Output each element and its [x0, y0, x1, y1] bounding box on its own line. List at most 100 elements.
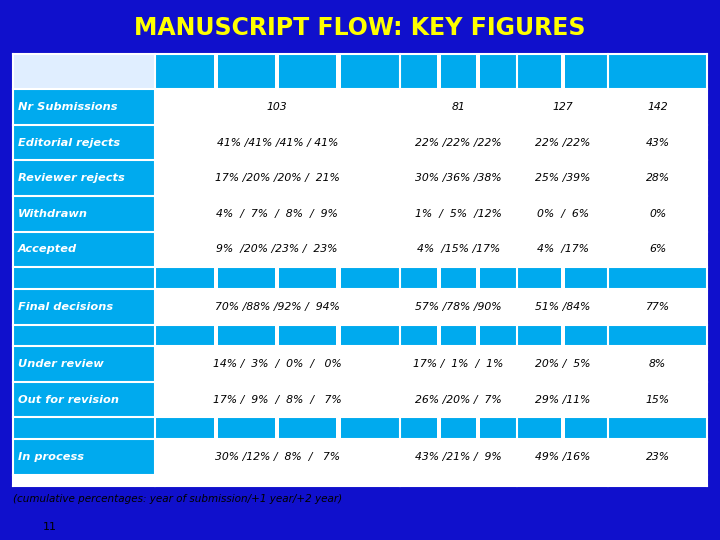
Bar	[275, 267, 279, 289]
Bar	[517, 346, 608, 382]
Bar	[436, 232, 441, 267]
Bar	[476, 125, 480, 160]
Bar	[275, 89, 279, 125]
Bar	[560, 417, 565, 439]
Bar	[336, 89, 341, 125]
Bar	[560, 382, 565, 417]
Text: 49% /16%: 49% /16%	[535, 452, 590, 462]
Bar	[608, 196, 707, 232]
Bar	[275, 325, 279, 346]
Bar	[560, 54, 565, 89]
Bar	[436, 54, 441, 89]
Bar	[214, 346, 218, 382]
Text: 8%: 8%	[649, 359, 666, 369]
Bar	[336, 439, 341, 475]
Bar	[517, 89, 608, 125]
Bar	[336, 417, 341, 439]
Bar	[400, 196, 517, 232]
Bar	[155, 439, 400, 475]
Bar	[214, 289, 218, 325]
Bar	[436, 160, 441, 196]
Bar	[155, 196, 400, 232]
Bar	[214, 125, 218, 160]
Bar	[436, 417, 441, 439]
Bar	[214, 160, 218, 196]
Bar	[336, 267, 341, 289]
Bar	[214, 89, 218, 125]
Text: 127: 127	[552, 102, 573, 112]
Bar	[13, 346, 155, 382]
Text: Out for revision: Out for revision	[18, 395, 119, 404]
Bar	[13, 54, 707, 486]
Bar	[336, 54, 341, 89]
Text: 29% /11%: 29% /11%	[535, 395, 590, 404]
Bar	[400, 289, 517, 325]
Text: Withdrawn: Withdrawn	[18, 209, 88, 219]
Bar	[13, 232, 155, 267]
Bar	[13, 325, 707, 346]
Bar	[13, 196, 155, 232]
Text: 4%  /15% /17%: 4% /15% /17%	[417, 245, 500, 254]
Text: 28%: 28%	[646, 173, 670, 183]
Text: Accepted: Accepted	[18, 245, 77, 254]
Text: 142: 142	[647, 102, 668, 112]
Bar	[608, 439, 707, 475]
Bar	[275, 346, 279, 382]
Bar	[13, 289, 155, 325]
Bar	[436, 289, 441, 325]
Bar	[214, 439, 218, 475]
Bar	[400, 89, 517, 125]
Bar	[155, 346, 400, 382]
Bar	[13, 417, 707, 439]
Bar	[13, 267, 707, 289]
Text: 15%: 15%	[646, 395, 670, 404]
Text: 22% /22% /22%: 22% /22% /22%	[415, 138, 502, 147]
Text: 20% /  5%: 20% / 5%	[535, 359, 590, 369]
Bar	[560, 89, 565, 125]
Bar	[436, 196, 441, 232]
Text: 30% /12% /  8%  /   7%: 30% /12% / 8% / 7%	[215, 452, 340, 462]
Bar	[275, 232, 279, 267]
Bar	[517, 289, 608, 325]
Text: 1%  /  5%  /12%: 1% / 5% /12%	[415, 209, 502, 219]
Bar	[476, 89, 480, 125]
Bar	[436, 346, 441, 382]
Bar	[436, 125, 441, 160]
Bar	[476, 160, 480, 196]
Bar	[155, 125, 400, 160]
Bar	[436, 325, 441, 346]
Bar	[214, 267, 218, 289]
Bar	[275, 439, 279, 475]
Bar	[436, 89, 441, 125]
Text: 51% /84%: 51% /84%	[535, 302, 590, 312]
Bar	[214, 417, 218, 439]
Bar	[275, 289, 279, 325]
Bar	[13, 439, 155, 475]
Text: Reviewer rejects: Reviewer rejects	[18, 173, 125, 183]
Bar	[517, 232, 608, 267]
Bar	[400, 232, 517, 267]
Text: MANUSCRIPT FLOW: KEY FIGURES: MANUSCRIPT FLOW: KEY FIGURES	[134, 16, 586, 40]
Bar	[155, 89, 400, 125]
Text: 70% /88% /92% /  94%: 70% /88% /92% / 94%	[215, 302, 340, 312]
Bar	[13, 54, 155, 89]
Bar	[275, 417, 279, 439]
Bar	[155, 382, 400, 417]
Bar	[400, 346, 517, 382]
Bar	[608, 346, 707, 382]
Bar	[275, 125, 279, 160]
Text: 81: 81	[451, 102, 465, 112]
Bar	[608, 160, 707, 196]
Text: Under review: Under review	[18, 359, 104, 369]
Bar	[214, 382, 218, 417]
Bar	[400, 54, 517, 89]
Bar	[436, 382, 441, 417]
Bar	[476, 289, 480, 325]
Bar	[436, 439, 441, 475]
Bar	[476, 232, 480, 267]
Bar	[336, 125, 341, 160]
Bar	[608, 232, 707, 267]
Text: 4%  /17%: 4% /17%	[536, 245, 589, 254]
Bar	[560, 325, 565, 346]
Bar	[336, 232, 341, 267]
